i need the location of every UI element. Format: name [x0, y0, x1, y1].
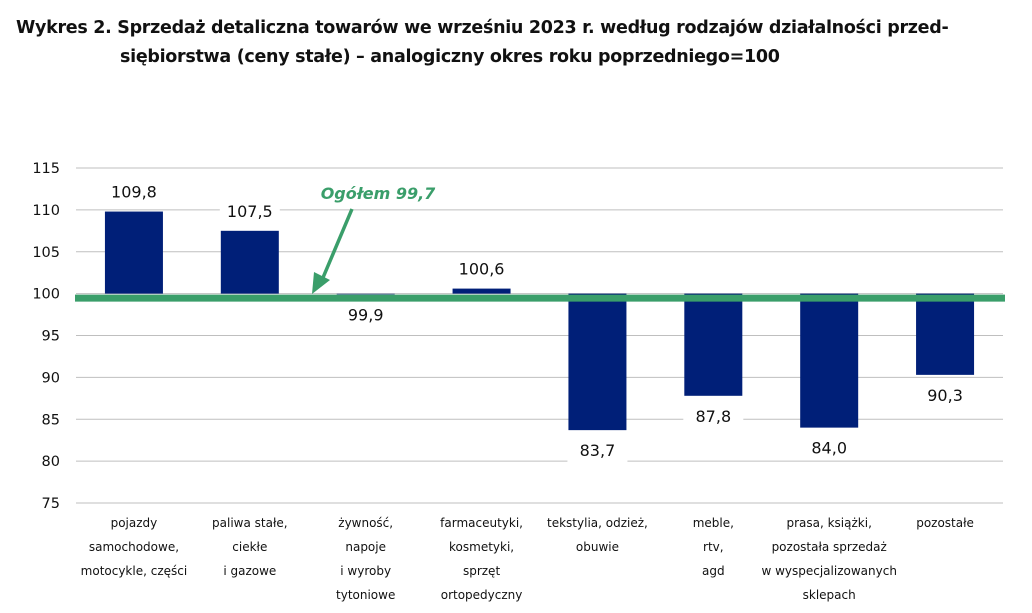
- bar: [800, 293, 859, 428]
- category-label-line: ciekłe: [232, 540, 267, 554]
- category-label-line: i wyroby: [340, 564, 391, 578]
- annotation-arrow-head-icon: [312, 272, 330, 294]
- y-axis-ticks: 75 80 85 90 95 100 105 110 115: [32, 161, 60, 512]
- y-tick-label: 85: [42, 412, 60, 428]
- category-label-line: tytoniowe: [336, 588, 395, 602]
- bar: [336, 293, 395, 296]
- category-label-line: samochodowe,: [89, 540, 179, 554]
- data-label-background: [335, 303, 396, 327]
- category-label-line: sklepach: [803, 588, 856, 602]
- bar: [452, 288, 511, 294]
- chart-title: Wykres 2. Sprzedaż detaliczna towarów we…: [0, 14, 1032, 72]
- data-label: 83,7: [580, 441, 616, 460]
- data-label-background: [683, 404, 744, 428]
- category-label-line: motocykle, części: [81, 564, 188, 578]
- data-labels: 109,8 107,5 99,9 100,6 83,7 87,8 84,0 90,3: [103, 180, 976, 463]
- y-tick-label: 75: [42, 496, 60, 512]
- category-label-line: farmaceutyki,: [440, 516, 523, 530]
- category-label-line: ortopedyczny: [441, 588, 523, 602]
- bar: [220, 230, 279, 294]
- bar: [568, 293, 627, 431]
- category-label-line: pozostałe: [916, 516, 974, 530]
- category-label-line: agd: [702, 564, 725, 578]
- data-label: 109,8: [111, 183, 157, 202]
- bar: [684, 293, 743, 396]
- data-label: 84,0: [811, 439, 847, 458]
- category-label-line: obuwie: [576, 540, 619, 554]
- category-label-line: kosmetyki,: [449, 540, 514, 554]
- chart-title-line-2: siębiorstwa (ceny stałe) – analogiczny o…: [120, 47, 780, 67]
- y-tick-label: 105: [32, 245, 60, 261]
- y-tick-label: 115: [32, 161, 60, 177]
- category-label-line: napoje: [345, 540, 386, 554]
- category-label-line: rtv,: [703, 540, 724, 554]
- category-label-line: pozostała sprzedaż: [772, 540, 887, 554]
- data-label-background: [103, 180, 164, 204]
- chart-title-line-1: Wykres 2. Sprzedaż detaliczna towarów we…: [16, 18, 949, 38]
- category-label-line: paliwa stałe,: [212, 516, 288, 530]
- bar: [104, 211, 163, 294]
- data-label: 100,6: [459, 260, 505, 279]
- category-label-line: meble,: [693, 516, 734, 530]
- category-label-line: i gazowe: [223, 564, 276, 578]
- data-label: 87,8: [696, 407, 732, 426]
- gridlines: [76, 167, 1003, 504]
- category-label-line: sprzęt: [463, 564, 500, 578]
- category-label-line: pojazdy: [111, 516, 158, 530]
- annotation: Ogółem 99,7: [312, 184, 436, 294]
- data-label: 107,5: [227, 202, 273, 221]
- bar: [916, 293, 975, 375]
- y-tick-label: 100: [32, 287, 60, 303]
- category-labels: pojazdy samochodowe, motocykle, części pali…: [81, 516, 974, 602]
- y-tick-label: 110: [32, 203, 60, 219]
- y-tick-label: 95: [42, 329, 60, 345]
- annotation-arrow-line: [320, 208, 354, 281]
- data-label-background: [451, 257, 512, 281]
- data-label: 99,9: [348, 305, 384, 324]
- data-label-background: [799, 436, 860, 460]
- data-label: 90,3: [927, 386, 963, 405]
- y-tick-label: 80: [42, 454, 60, 470]
- bars: [104, 211, 975, 431]
- total-annotation-label: Ogółem 99,7: [321, 184, 436, 203]
- category-label-line: tekstylia, odzież,: [547, 516, 648, 530]
- y-tick-label: 90: [42, 370, 60, 386]
- data-label-background: [567, 439, 628, 463]
- category-label-line: żywność,: [338, 516, 393, 530]
- category-label-line: prasa, książki,: [786, 516, 871, 530]
- category-label-line: w wyspecjalizowanych: [761, 564, 896, 578]
- data-label-background: [915, 383, 976, 407]
- data-label-background: [219, 199, 280, 223]
